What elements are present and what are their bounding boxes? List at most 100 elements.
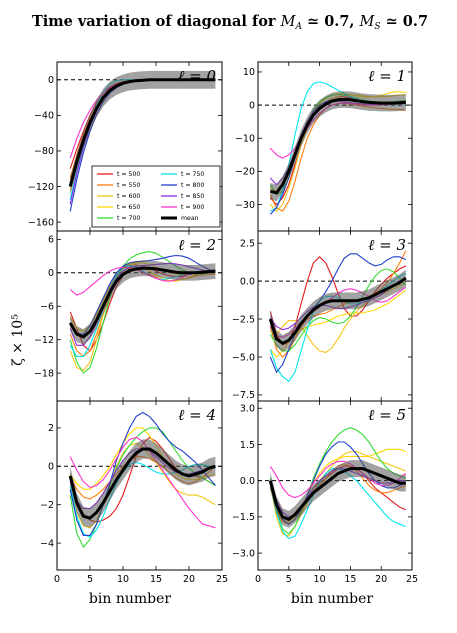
series-t-700 <box>269 268 407 352</box>
series-t-500 <box>269 96 406 206</box>
mean-error-band <box>270 460 406 528</box>
mean-error-band <box>270 91 406 202</box>
y-tick-label: 2 <box>48 423 54 434</box>
title-ma: M <box>280 14 297 30</box>
y-axis-label: ζ × 10⁵ <box>10 314 26 366</box>
legend-label: t = 500 <box>117 171 140 178</box>
legend-label: t = 800 <box>181 182 204 189</box>
x-axis-label-left: bin number <box>89 591 171 607</box>
x-axis-label-right: bin number <box>291 591 373 607</box>
y-tick-label: −2.5 <box>232 314 255 325</box>
y-tick-label: −30 <box>235 200 255 211</box>
series-t-800 <box>69 411 216 536</box>
mean-error-band <box>270 269 406 352</box>
series-mean <box>268 467 406 522</box>
panel-frame <box>56 230 223 402</box>
y-tick-label: 0 <box>48 268 54 279</box>
y-tick-label: 6 <box>48 235 54 246</box>
title-plain: Time variation of diagonal for <box>32 13 281 30</box>
y-tick-label: 0 <box>249 100 255 111</box>
y-tick-label: 0.0 <box>240 276 255 287</box>
x-tick-label: 20 <box>375 574 387 585</box>
y-tick-label: −2 <box>40 500 54 511</box>
panel-l2: 6 0 −6 −12 −18 ℓ = 2 <box>34 230 223 402</box>
panel-frame <box>56 400 223 571</box>
series-mean <box>68 266 216 339</box>
panel-label: ℓ = 1 <box>368 67 406 85</box>
title-ms-sub: S <box>374 22 380 32</box>
y-tick-label: −3.0 <box>232 548 255 559</box>
y-tick-label: −6 <box>40 302 54 313</box>
y-tick-label: −5.0 <box>232 352 255 363</box>
x-tick-label: 20 <box>183 574 195 585</box>
series-mean <box>269 97 406 195</box>
title-mid: ≃ 0.7, <box>302 13 360 30</box>
y-tick-label: −120 <box>28 182 54 193</box>
y-tick-label: −20 <box>235 167 255 178</box>
x-tick-label: 10 <box>117 574 129 585</box>
y-tick-label: 0.0 <box>240 476 255 487</box>
x-tick-label: 25 <box>406 574 418 585</box>
panel-frame <box>257 400 413 571</box>
panel-frame <box>257 230 413 402</box>
legend-box <box>91 165 221 228</box>
y-tick-label: 1.5 <box>240 440 255 451</box>
series-mean <box>68 78 216 187</box>
x-tick-label: 15 <box>150 574 162 585</box>
x-tick-label: 0 <box>255 574 261 585</box>
series-t-750 <box>69 461 216 539</box>
panel-l5: 3.0 1.5 0.0 −1.5 −3.0 0 5 10 15 20 25 ℓ = 5 <box>232 400 418 585</box>
legend-label: t = 600 <box>117 193 140 200</box>
x-tick-label: 5 <box>87 574 93 585</box>
title-ms: M <box>359 14 376 30</box>
panel-l3: 2.5 0.0 −2.5 −5.0 −7.5 ℓ = 3 <box>232 230 413 402</box>
plot-area <box>57 70 222 212</box>
series-t-800 <box>269 253 407 374</box>
legend-label: t = 650 <box>117 204 140 211</box>
plot-area <box>258 427 412 540</box>
y-tick-label: 3.0 <box>240 404 255 415</box>
y-tick-label: −40 <box>34 111 54 122</box>
x-tick-label: 5 <box>286 574 292 585</box>
panel-label: ℓ = 0 <box>178 67 216 85</box>
series-t-550 <box>69 269 216 358</box>
panel-l4: 20−2−40 5 10 15 20 25ℓ = 4 <box>40 400 228 585</box>
x-tick-label: 25 <box>216 574 228 585</box>
plot-area <box>258 81 412 215</box>
series-mean <box>68 447 216 520</box>
legend-label: t = 750 <box>181 171 204 178</box>
panel-label: ℓ = 4 <box>178 406 216 424</box>
legend-label: t = 550 <box>117 182 140 189</box>
y-tick-label: −18 <box>34 368 54 379</box>
x-tick-label: 0 <box>54 574 60 585</box>
y-tick-label: −7.5 <box>232 390 255 401</box>
panel-label: ℓ = 5 <box>368 406 406 424</box>
series-t-700 <box>269 427 407 535</box>
series-mean <box>268 276 407 346</box>
y-tick-label: −12 <box>34 335 54 346</box>
legend: t = 500 t = 550 t = 600 t = 650 t = 700 t = 7… <box>91 165 221 228</box>
mean-error-band <box>70 70 216 196</box>
legend-label: mean <box>181 215 199 222</box>
y-tick-label: −10 <box>235 134 255 145</box>
mean-error-band <box>70 439 216 528</box>
title-end: ≃ 0.7 <box>381 13 428 30</box>
panel-l0: 0 −40 −80 −120 −160 ℓ = 0 t = 500 t = 550 t = 60… <box>28 61 223 232</box>
title-ma-sub: A <box>294 22 302 32</box>
x-tick-label: 10 <box>314 574 326 585</box>
panel-label: ℓ = 3 <box>368 236 406 254</box>
legend-label: t = 700 <box>117 215 140 222</box>
y-tick-label: 2.5 <box>240 238 255 249</box>
y-tick-label: 10 <box>243 67 255 78</box>
y-tick-label: −160 <box>28 217 54 228</box>
y-tick-label: −4 <box>40 538 54 549</box>
plot-area <box>258 250 412 383</box>
panel-label: ℓ = 2 <box>178 236 216 254</box>
panel-l1: 10 0 −10 −20 −30 ℓ = 1 <box>235 61 413 232</box>
series-t-900 <box>269 460 407 499</box>
plot-area <box>57 411 222 548</box>
plot-area <box>57 251 222 374</box>
legend-label: t = 900 <box>181 204 204 211</box>
figure-title: Time variation of diagonal for MA ≃ 0.7,… <box>32 13 428 32</box>
